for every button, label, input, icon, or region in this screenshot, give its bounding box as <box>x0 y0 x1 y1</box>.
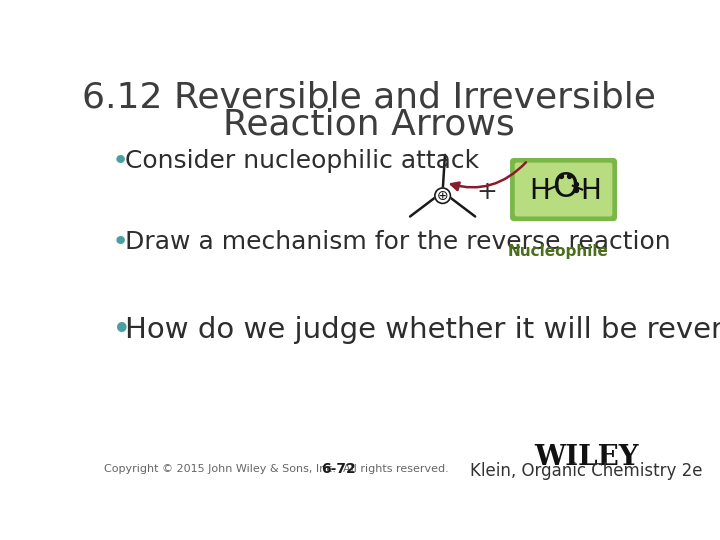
Text: H: H <box>529 177 550 205</box>
Text: Draw a mechanism for the reverse reaction: Draw a mechanism for the reverse reactio… <box>125 230 670 254</box>
Text: Reaction Arrows: Reaction Arrows <box>223 107 515 141</box>
Text: Nucleophile: Nucleophile <box>508 245 608 259</box>
Circle shape <box>435 188 451 204</box>
Text: ⊕: ⊕ <box>437 188 449 202</box>
FancyBboxPatch shape <box>510 158 617 221</box>
Text: +: + <box>477 180 498 204</box>
Text: •: • <box>112 147 129 175</box>
FancyArrowPatch shape <box>451 163 526 190</box>
Text: O: O <box>552 171 578 204</box>
Text: •: • <box>112 314 131 347</box>
Text: 6.12 Reversible and Irreversible: 6.12 Reversible and Irreversible <box>82 80 656 114</box>
Text: 6-72: 6-72 <box>320 462 356 476</box>
Text: H: H <box>580 177 601 205</box>
Text: How do we judge whether it will be reversible?: How do we judge whether it will be rever… <box>125 316 720 345</box>
Text: WILEY: WILEY <box>534 444 638 471</box>
Text: Klein, Organic Chemistry 2e: Klein, Organic Chemistry 2e <box>469 462 702 481</box>
Text: •: • <box>112 228 129 256</box>
Text: Consider nucleophilic attack: Consider nucleophilic attack <box>125 149 479 173</box>
FancyBboxPatch shape <box>515 163 612 217</box>
Text: Copyright © 2015 John Wiley & Sons, Inc.  All rights reserved.: Copyright © 2015 John Wiley & Sons, Inc.… <box>104 464 449 474</box>
